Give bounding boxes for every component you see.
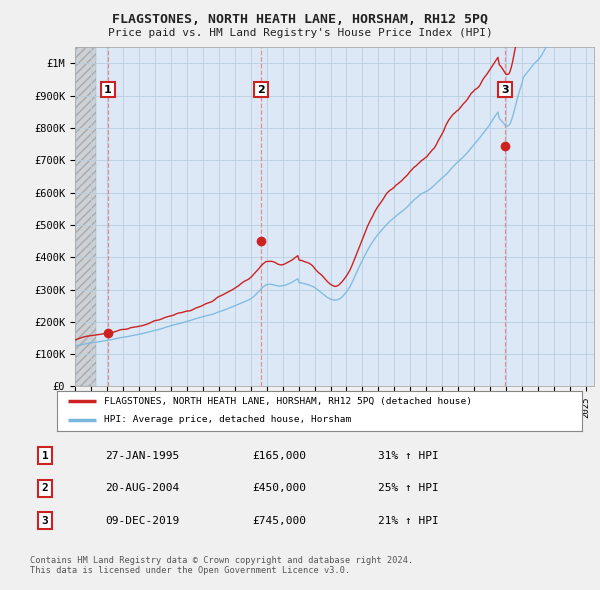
- Text: 09-DEC-2019: 09-DEC-2019: [105, 516, 179, 526]
- Text: 27-JAN-1995: 27-JAN-1995: [105, 451, 179, 461]
- Text: Price paid vs. HM Land Registry's House Price Index (HPI): Price paid vs. HM Land Registry's House …: [107, 28, 493, 38]
- Text: 2: 2: [41, 483, 49, 493]
- Polygon shape: [75, 47, 96, 386]
- Text: £450,000: £450,000: [252, 483, 306, 493]
- Text: Contains HM Land Registry data © Crown copyright and database right 2024.
This d: Contains HM Land Registry data © Crown c…: [30, 556, 413, 575]
- Text: £745,000: £745,000: [252, 516, 306, 526]
- Text: FLAGSTONES, NORTH HEATH LANE, HORSHAM, RH12 5PQ (detached house): FLAGSTONES, NORTH HEATH LANE, HORSHAM, R…: [104, 397, 472, 406]
- Text: 21% ↑ HPI: 21% ↑ HPI: [378, 516, 439, 526]
- Text: 3: 3: [41, 516, 49, 526]
- Text: HPI: Average price, detached house, Horsham: HPI: Average price, detached house, Hors…: [104, 415, 352, 424]
- Text: 3: 3: [501, 84, 509, 94]
- Text: 2: 2: [257, 84, 265, 94]
- Text: 1: 1: [104, 84, 112, 94]
- Text: 31% ↑ HPI: 31% ↑ HPI: [378, 451, 439, 461]
- Text: £165,000: £165,000: [252, 451, 306, 461]
- Text: 1: 1: [41, 451, 49, 461]
- Text: 25% ↑ HPI: 25% ↑ HPI: [378, 483, 439, 493]
- Text: 20-AUG-2004: 20-AUG-2004: [105, 483, 179, 493]
- Text: FLAGSTONES, NORTH HEATH LANE, HORSHAM, RH12 5PQ: FLAGSTONES, NORTH HEATH LANE, HORSHAM, R…: [112, 13, 488, 26]
